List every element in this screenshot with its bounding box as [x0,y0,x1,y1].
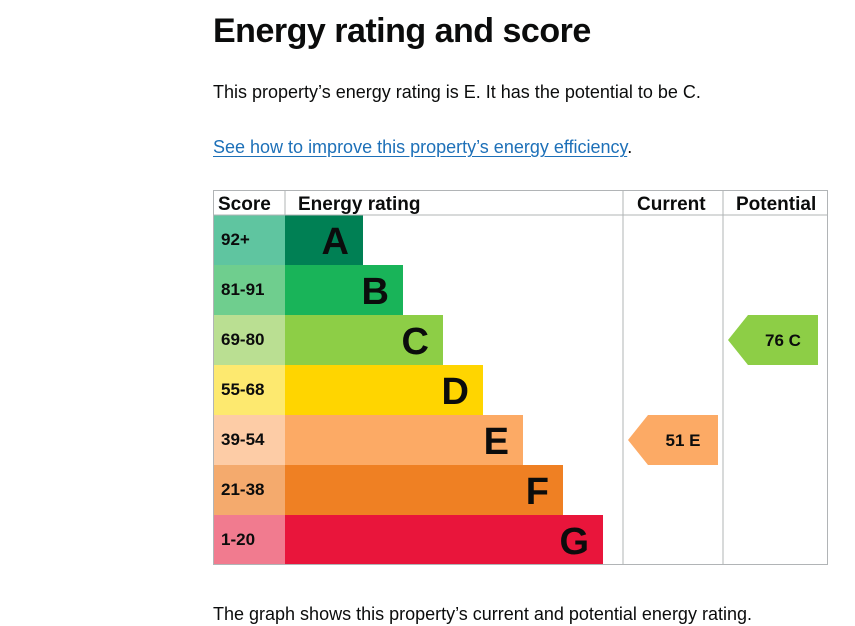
improve-link-line: See how to improve this property’s energ… [213,137,632,158]
score-label: 39-54 [221,430,265,449]
graph-description: The graph shows this property’s current … [213,604,752,624]
score-label: 1-20 [221,530,255,549]
score-label: 81-91 [221,280,264,299]
score-cell-b [213,265,285,315]
rating-bar-a [285,215,363,265]
chart-border [213,190,828,565]
rating-bar-f [285,465,563,515]
potential-rating-label: 76 C [765,331,801,350]
rating-letter: C [402,321,429,363]
improve-efficiency-link[interactable]: See how to improve this property’s energ… [213,137,628,157]
score-cell-g [213,515,285,565]
column-header-potential: Potential [736,194,816,215]
rating-bar-g [285,515,603,565]
score-label: 92+ [221,230,250,249]
score-cell-d [213,365,285,415]
rating-letter: D [442,371,469,413]
rating-letter: F [526,471,549,513]
column-header-current: Current [637,194,706,215]
score-label: 55-68 [221,380,264,399]
score-cell-a [213,215,285,265]
rating-letter: B [362,271,389,313]
column-header-score: Score [218,194,271,215]
score-cell-c [213,315,285,365]
score-cell-f [213,465,285,515]
rating-letter: E [484,421,509,463]
score-label: 69-80 [221,330,264,349]
potential-rating-arrow [728,315,818,365]
current-rating-arrow [628,415,718,465]
rating-letter: A [322,221,349,263]
score-cell-e [213,415,285,465]
rating-bar-d [285,365,483,415]
energy-rating-summary: This property’s energy rating is E. It h… [213,82,701,102]
rating-bar-b [285,265,403,315]
score-label: 21-38 [221,480,264,499]
rating-bar-e [285,415,523,465]
page-heading: Energy rating and score [213,12,591,50]
rating-bar-c [285,315,443,365]
current-rating-label: 51 E [666,431,701,450]
energy-rating-chart: Score Energy rating Current Potential 92+ A 81… [213,190,828,565]
column-header-energy-rating: Energy rating [298,194,420,215]
rating-letter: G [559,521,589,563]
link-suffix: . [627,137,633,157]
